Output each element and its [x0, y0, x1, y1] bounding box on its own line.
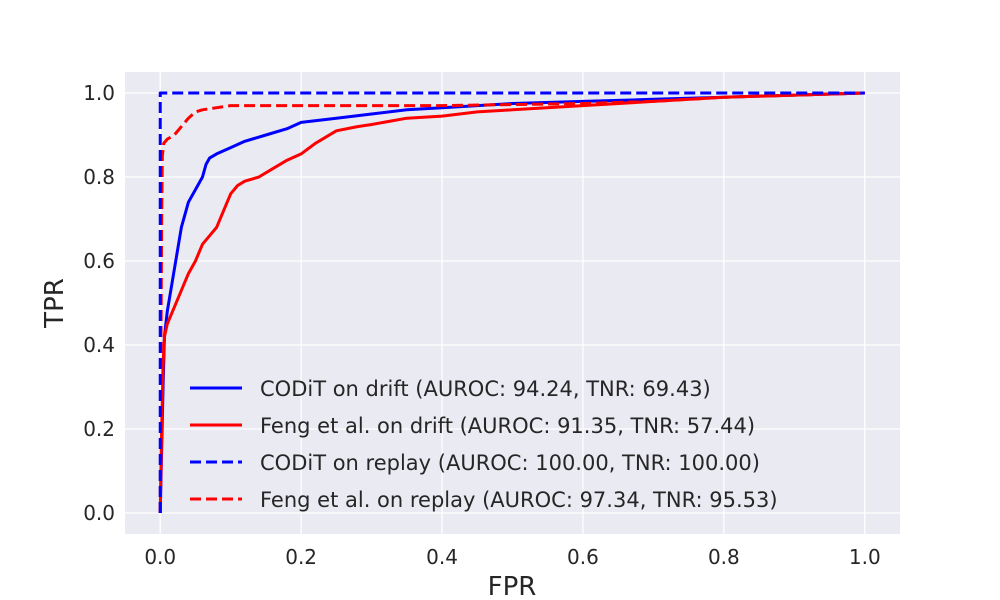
x-tick-label: 0.0	[144, 545, 176, 569]
x-tick-label: 0.8	[708, 545, 740, 569]
legend-label-1: Feng et al. on drift (AUROC: 91.35, TNR:…	[260, 414, 755, 438]
x-tick-label: 0.6	[567, 545, 599, 569]
x-axis-label: FPR	[488, 572, 537, 600]
y-tick-label: 1.0	[83, 81, 115, 105]
x-tick-label: 0.4	[426, 545, 458, 569]
y-tick-label: 0.6	[83, 249, 115, 273]
x-tick-labels: 0.0 0.2 0.4 0.6 0.8 1.0	[144, 545, 880, 569]
x-tick-label: 0.2	[285, 545, 317, 569]
x-tick-label: 1.0	[849, 545, 881, 569]
y-tick-labels: 0.0 0.2 0.4 0.6 0.8 1.0	[83, 81, 115, 525]
y-tick-label: 0.4	[83, 333, 115, 357]
y-axis-label: TPR	[40, 278, 70, 329]
y-tick-label: 0.8	[83, 165, 115, 189]
legend-label-3: Feng et al. on replay (AUROC: 97.34, TNR…	[260, 488, 778, 512]
y-tick-label: 0.2	[83, 417, 115, 441]
legend-label-0: CODiT on drift (AUROC: 94.24, TNR: 69.43…	[260, 377, 711, 401]
legend-label-2: CODiT on replay (AUROC: 100.00, TNR: 100…	[260, 451, 760, 475]
y-tick-label: 0.0	[83, 501, 115, 525]
